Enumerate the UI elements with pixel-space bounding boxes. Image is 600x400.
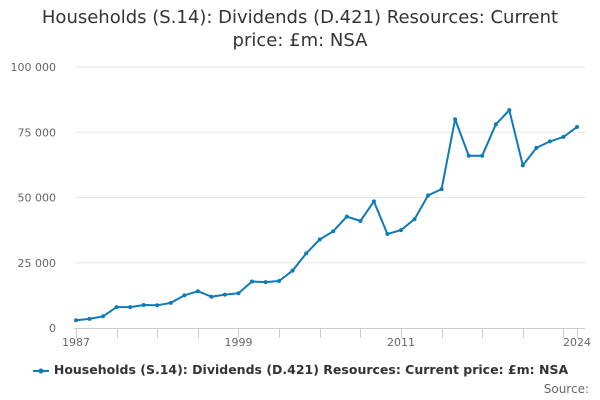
- y-tick-label: 75 000: [18, 126, 57, 139]
- data-point: [507, 108, 512, 113]
- data-point: [371, 199, 376, 204]
- data-point: [168, 300, 173, 305]
- data-point: [358, 219, 363, 223]
- data-point: [575, 125, 579, 129]
- data-point: [480, 153, 485, 158]
- data-point: [561, 134, 566, 139]
- data-point: [74, 318, 78, 323]
- y-tick-label: 50 000: [18, 192, 57, 205]
- data-point: [399, 228, 403, 233]
- source-label: Source:: [543, 382, 589, 396]
- data-point: [317, 237, 322, 242]
- x-tick-label: 2011: [387, 336, 415, 349]
- chart-title-line-1: Households (S.14): Dividends (D.421) Res…: [41, 7, 559, 28]
- data-point: [534, 145, 539, 150]
- data-point: [290, 268, 295, 273]
- legend[interactable]: Households (S.14): Dividends (D.421) Res…: [0, 362, 600, 377]
- data-point: [263, 280, 268, 285]
- data-point: [453, 117, 458, 122]
- legend-series-label: Households (S.14): Dividends (D.421) Res…: [53, 362, 569, 377]
- data-point: [101, 314, 106, 319]
- data-point: [466, 153, 471, 158]
- data-point: [547, 139, 552, 144]
- data-point: [426, 193, 431, 198]
- data-point: [141, 303, 146, 307]
- data-point: [493, 122, 498, 127]
- data-point: [277, 279, 282, 283]
- data-point: [412, 217, 417, 222]
- data-point: [331, 229, 336, 234]
- data-point: [195, 289, 200, 294]
- data-point: [209, 294, 214, 299]
- x-tick-label: 1999: [224, 336, 252, 349]
- chart-title-line-2: price: £m: NSA: [232, 30, 368, 51]
- series-line: [75, 109, 578, 322]
- data-point: [385, 232, 390, 236]
- data-point: [182, 293, 187, 298]
- y-tick-label: 25 000: [18, 257, 57, 270]
- data-point: [439, 187, 444, 192]
- data-point: [114, 305, 119, 310]
- legend-swatch-icon: [32, 368, 49, 373]
- x-tick-label: 1987: [62, 336, 90, 349]
- data-point: [236, 291, 241, 296]
- data-point: [304, 251, 309, 256]
- data-point: [520, 163, 525, 168]
- y-tick-label: 100 000: [11, 61, 57, 74]
- data-point: [344, 214, 349, 219]
- data-point: [128, 305, 133, 310]
- data-point: [222, 292, 227, 297]
- data-point: [155, 303, 160, 308]
- data-point: [250, 279, 254, 284]
- chart-title: Households (S.14): Dividends (D.421) Res…: [0, 6, 600, 52]
- y-tick-label: 0: [49, 322, 56, 335]
- data-point: [87, 316, 92, 321]
- x-tick-label: 2024: [563, 336, 591, 349]
